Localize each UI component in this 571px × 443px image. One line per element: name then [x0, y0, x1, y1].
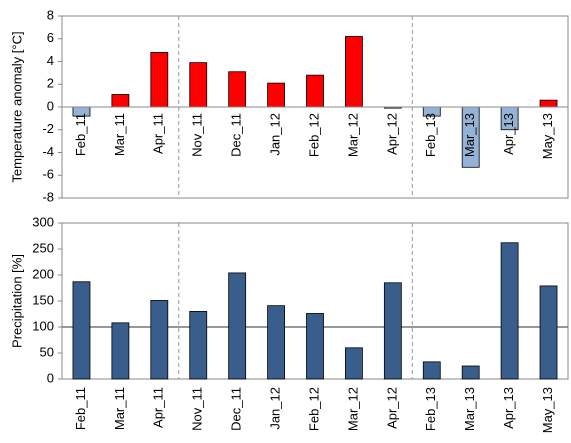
- bar: [539, 285, 558, 380]
- x-tick-label: Mar_11: [112, 113, 127, 156]
- x-tick-label: Mar_12: [345, 387, 360, 431]
- bar: [189, 310, 208, 380]
- x-tick-label: Feb_12: [306, 387, 321, 431]
- bar: [111, 322, 130, 380]
- bar: [306, 74, 324, 108]
- y-tick-label: 200: [32, 266, 54, 281]
- x-tick-label: Apr_13: [501, 387, 516, 429]
- bar: [189, 62, 208, 108]
- bar: [345, 347, 363, 380]
- y-tick-label: 300: [32, 214, 54, 229]
- x-tick-label: Feb_11: [73, 113, 88, 156]
- bar: [111, 94, 130, 108]
- x-tick-label: Mar_13: [462, 387, 477, 431]
- y-tick-label: -4: [42, 144, 54, 159]
- bar: [461, 365, 480, 380]
- bar: [539, 99, 558, 108]
- x-tick-label: Apr_12: [384, 387, 399, 429]
- y-tick-label: 50: [40, 344, 54, 359]
- x-tick-label: Feb_13: [423, 387, 438, 431]
- y-tick-label: 100: [32, 318, 54, 333]
- y-tick-label: 0: [47, 98, 54, 113]
- x-tick-label: Apr_13: [501, 113, 516, 155]
- x-tick-label: Mar_12: [345, 113, 360, 157]
- bar: [306, 313, 324, 380]
- y-tick-label: 2: [47, 76, 54, 91]
- x-tick-label: Dec_11: [229, 387, 244, 431]
- bar: [422, 361, 441, 380]
- x-tick-label: Dec_11: [229, 113, 244, 157]
- x-tick-label: Jan_12: [268, 113, 283, 156]
- x-tick-label: Jan_12: [268, 387, 283, 430]
- x-tick-label: May_13: [540, 113, 555, 159]
- bar: [345, 36, 363, 108]
- y-tick-label: 150: [32, 292, 54, 307]
- x-tick-label: Mar_13: [462, 113, 477, 157]
- x-tick-label: May_13: [540, 387, 555, 433]
- bar: [383, 282, 402, 380]
- y-tick-label: 6: [47, 30, 54, 45]
- y-axis-label: Precipitation [%]: [9, 254, 24, 348]
- bar: [500, 242, 519, 380]
- bar: [150, 52, 169, 108]
- bar: [72, 281, 91, 380]
- x-tick-label: Apr_11: [151, 387, 166, 428]
- x-tick-label: Mar_11: [112, 387, 127, 430]
- x-tick-label: Nov_11: [190, 113, 205, 157]
- x-tick-label: Apr_11: [151, 113, 166, 154]
- y-tick-label: 0: [47, 370, 54, 385]
- x-tick-label: Feb_12: [306, 113, 321, 157]
- y-tick-label: -8: [42, 189, 54, 204]
- x-tick-label: Nov_11: [190, 387, 205, 431]
- bar: [150, 300, 169, 380]
- y-tick-label: 4: [47, 53, 54, 68]
- bar: [228, 71, 247, 108]
- y-tick-label: -2: [42, 121, 54, 136]
- y-axis-label: Temperature anomaly [°C]: [9, 31, 24, 182]
- x-tick-label: Feb_11: [73, 387, 88, 430]
- bar: [228, 272, 247, 380]
- bar: [267, 305, 285, 380]
- bar: [267, 82, 285, 108]
- x-tick-label: Apr_12: [384, 113, 399, 155]
- y-tick-label: -6: [42, 167, 54, 182]
- y-tick-label: 8: [47, 7, 54, 22]
- x-tick-label: Feb_13: [423, 113, 438, 157]
- y-tick-label: 250: [32, 240, 54, 255]
